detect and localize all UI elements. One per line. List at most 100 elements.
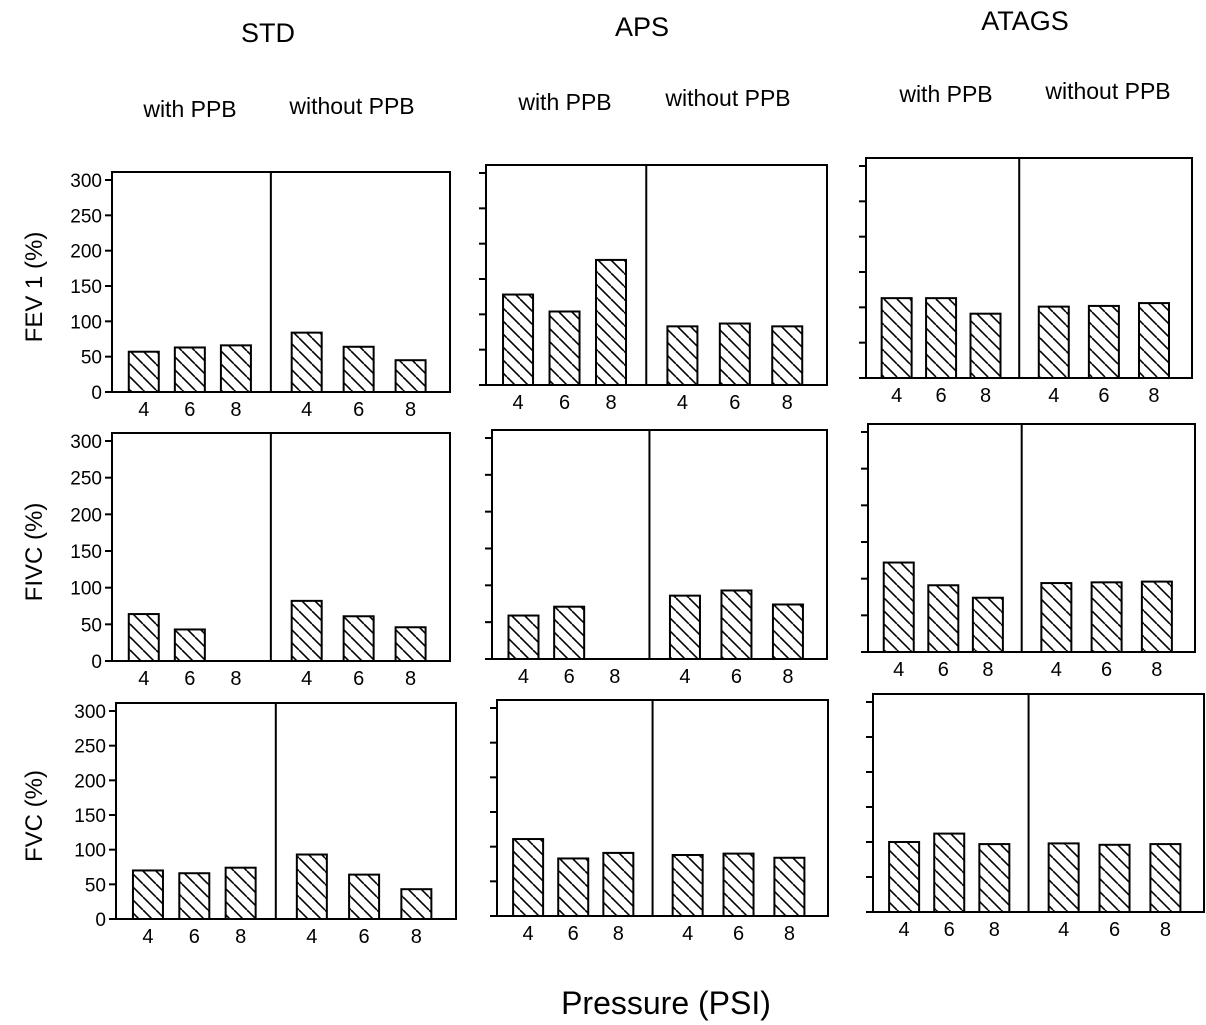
bar-without-ppb-8 [1149, 843, 1182, 913]
panel-grid: 0 50 100 150 200 250 300 4 6 8 4 6 8 4 6 8 4 6 8 4 6 8 4 6 8 0 50 1… [70, 157, 1205, 948]
bar-with-ppb-8 [602, 851, 635, 918]
x-tick-label: 6 [1101, 659, 1112, 681]
y-tick-label: 0 [91, 652, 102, 673]
x-tick-label: 8 [784, 923, 795, 945]
panel-fev1-std: 0 50 100 150 200 250 300 4 6 8 4 6 8 [70, 171, 451, 421]
panel-frame [491, 429, 828, 660]
x-tick-label: 4 [682, 923, 693, 945]
x-tick-label: 6 [944, 919, 955, 941]
panel-frame [111, 171, 451, 393]
bar-with-ppb-4 [127, 613, 160, 662]
y-tick-label: 250 [70, 206, 102, 227]
panel-fivc-aps: 4 6 8 4 6 8 [485, 429, 828, 688]
x-tick-label: 8 [1148, 385, 1159, 407]
bar-without-ppb-6 [720, 589, 753, 660]
panel-fev1-aps: 4 6 8 4 6 8 [479, 164, 828, 414]
panel-frame [111, 432, 451, 662]
y-tick-label: 250 [70, 469, 102, 490]
subhead-std-without: without PPB [288, 93, 414, 119]
bar-without-ppb-4 [1047, 842, 1080, 914]
y-tick-label: 50 [81, 615, 102, 636]
x-tick-label: 4 [1048, 385, 1059, 407]
bar-without-ppb-6 [1087, 304, 1120, 380]
panel-frame [115, 702, 457, 920]
bar-without-ppb-6 [342, 615, 375, 662]
x-tick-label: 4 [1058, 919, 1069, 941]
bar-with-ppb-6 [925, 297, 958, 379]
x-tick-label: 6 [353, 399, 364, 421]
x-tick-label: 4 [138, 668, 149, 690]
panel-frame [867, 423, 1196, 653]
x-tick-label: 4 [301, 668, 312, 690]
bar-without-ppb-4 [668, 594, 701, 660]
panel-fev1-atags: 4 6 8 4 6 8 [859, 157, 1193, 407]
x-tick-label: 4 [138, 399, 149, 421]
panel-fvc-atags: 4 6 8 4 6 8 [866, 693, 1205, 941]
panel-frame [865, 157, 1193, 379]
x-tick-label: 8 [980, 385, 991, 407]
bar-without-ppb-8 [773, 856, 806, 918]
x-tick-label: 8 [609, 666, 620, 688]
bar-without-ppb-6 [722, 852, 755, 917]
x-tick-label: 6 [1109, 919, 1120, 941]
x-tick-label: 4 [142, 926, 153, 948]
x-tick-label: 8 [605, 392, 616, 414]
panel-fvc-aps: 4 6 8 4 6 8 [490, 699, 829, 945]
bar-without-ppb-8 [1140, 580, 1173, 653]
subhead-std-with: with PPB [142, 96, 236, 122]
column-title-atags: ATAGS [981, 6, 1069, 36]
x-tick-label: 8 [1151, 659, 1162, 681]
y-tick-label: 150 [70, 542, 102, 563]
x-tick-label: 4 [306, 926, 317, 948]
x-tick-label: 4 [677, 392, 688, 414]
y-tick-label: 50 [85, 875, 106, 896]
subhead-aps-without: without PPB [664, 85, 790, 111]
bar-with-ppb-8 [595, 258, 628, 387]
bar-with-ppb-6 [173, 628, 206, 663]
x-tick-label: 8 [230, 668, 241, 690]
y-tick-label: 0 [95, 910, 106, 931]
x-tick-label: 8 [411, 926, 422, 948]
bar-with-ppb-4 [888, 841, 921, 913]
bar-without-ppb-8 [400, 888, 433, 920]
column-title-aps: APS [615, 12, 669, 42]
y-tick-label: 300 [74, 702, 106, 723]
bar-with-ppb-6 [557, 857, 590, 917]
subhead-aps-with: with PPB [517, 89, 611, 115]
x-tick-label: 4 [518, 666, 529, 688]
x-tick-label: 4 [301, 399, 312, 421]
panel-frame [485, 164, 828, 386]
bar-without-ppb-8 [1137, 302, 1170, 379]
bar-without-ppb-8 [394, 359, 427, 394]
bar-with-ppb-8 [969, 312, 1002, 379]
panel-fivc-std: 0 50 100 150 200 250 300 4 6 8 4 6 8 [70, 432, 451, 690]
bar-with-ppb-4 [502, 293, 535, 386]
x-tick-label: 4 [1051, 659, 1062, 681]
bar-without-ppb-4 [290, 599, 323, 662]
x-tick-label: 8 [782, 666, 793, 688]
x-tick-label: 6 [184, 668, 195, 690]
subhead-atags-without: without PPB [1044, 78, 1170, 104]
x-tick-label: 6 [568, 923, 579, 945]
bar-without-ppb-4 [290, 331, 323, 394]
bar-without-ppb-4 [671, 853, 704, 918]
bar-with-ppb-6 [927, 584, 960, 653]
bar-with-ppb-6 [178, 872, 211, 920]
x-tick-label: 6 [729, 392, 740, 414]
x-tick-label: 6 [359, 926, 370, 948]
bar-without-ppb-4 [295, 853, 328, 921]
y-tick-label: 0 [91, 383, 102, 404]
bar-without-ppb-6 [1090, 581, 1123, 653]
y-tick-label: 200 [70, 242, 102, 263]
x-tick-label: 8 [405, 668, 416, 690]
bar-without-ppb-6 [348, 873, 381, 920]
bar-with-ppb-8 [219, 344, 252, 393]
y-tick-label: 100 [70, 312, 102, 333]
x-tick-label: 8 [782, 392, 793, 414]
bar-without-ppb-4 [1037, 305, 1070, 380]
x-tick-label: 8 [230, 399, 241, 421]
y-tick-label: 100 [74, 841, 106, 862]
bar-with-ppb-4 [880, 297, 913, 379]
bar-without-ppb-8 [771, 603, 804, 661]
x-tick-label: 6 [733, 923, 744, 945]
